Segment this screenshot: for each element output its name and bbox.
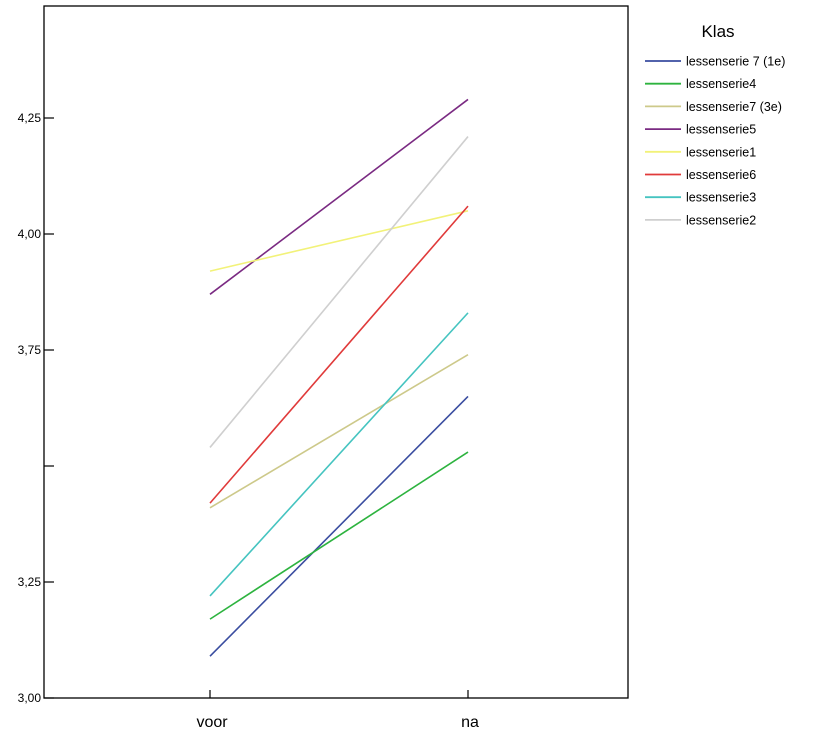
y-tick-label: 3,75 bbox=[18, 343, 42, 357]
y-axis: 3,00 3,25 3,75 4,00 4,25 bbox=[18, 111, 54, 705]
series-lines bbox=[209, 98, 469, 657]
legend-label: lessenserie6 bbox=[686, 168, 756, 182]
y-tick-label: 4,00 bbox=[18, 227, 42, 241]
plot-frame bbox=[43, 5, 629, 699]
series-line bbox=[209, 210, 469, 272]
series-line bbox=[209, 395, 469, 657]
series-line bbox=[209, 136, 469, 448]
y-tick-label: 4,25 bbox=[18, 111, 42, 125]
legend-title: Klas bbox=[701, 22, 734, 41]
series-line bbox=[209, 353, 469, 509]
legend-label: lessenserie5 bbox=[686, 123, 756, 137]
y-tick-label: 3,00 bbox=[18, 691, 42, 705]
series-line bbox=[209, 312, 469, 597]
legend-label: lessenserie 7 (1e) bbox=[686, 55, 785, 69]
legend-label: lessenserie1 bbox=[686, 145, 756, 159]
x-tick-label: voor bbox=[196, 714, 228, 731]
series-line bbox=[209, 98, 469, 295]
legend-label: lessenserie3 bbox=[686, 191, 756, 205]
x-axis: voor na bbox=[196, 690, 479, 731]
y-tick-label: 3,25 bbox=[18, 575, 42, 589]
legend-label: lessenserie4 bbox=[686, 77, 756, 91]
x-tick-label: na bbox=[461, 714, 479, 731]
legend: Klas lessenserie 7 (1e) lessenserie4 lesse… bbox=[645, 22, 785, 227]
series-line bbox=[209, 205, 469, 504]
series-line bbox=[209, 451, 469, 620]
legend-label: lessenserie7 (3e) bbox=[686, 100, 782, 114]
legend-label: lessenserie2 bbox=[686, 213, 756, 227]
